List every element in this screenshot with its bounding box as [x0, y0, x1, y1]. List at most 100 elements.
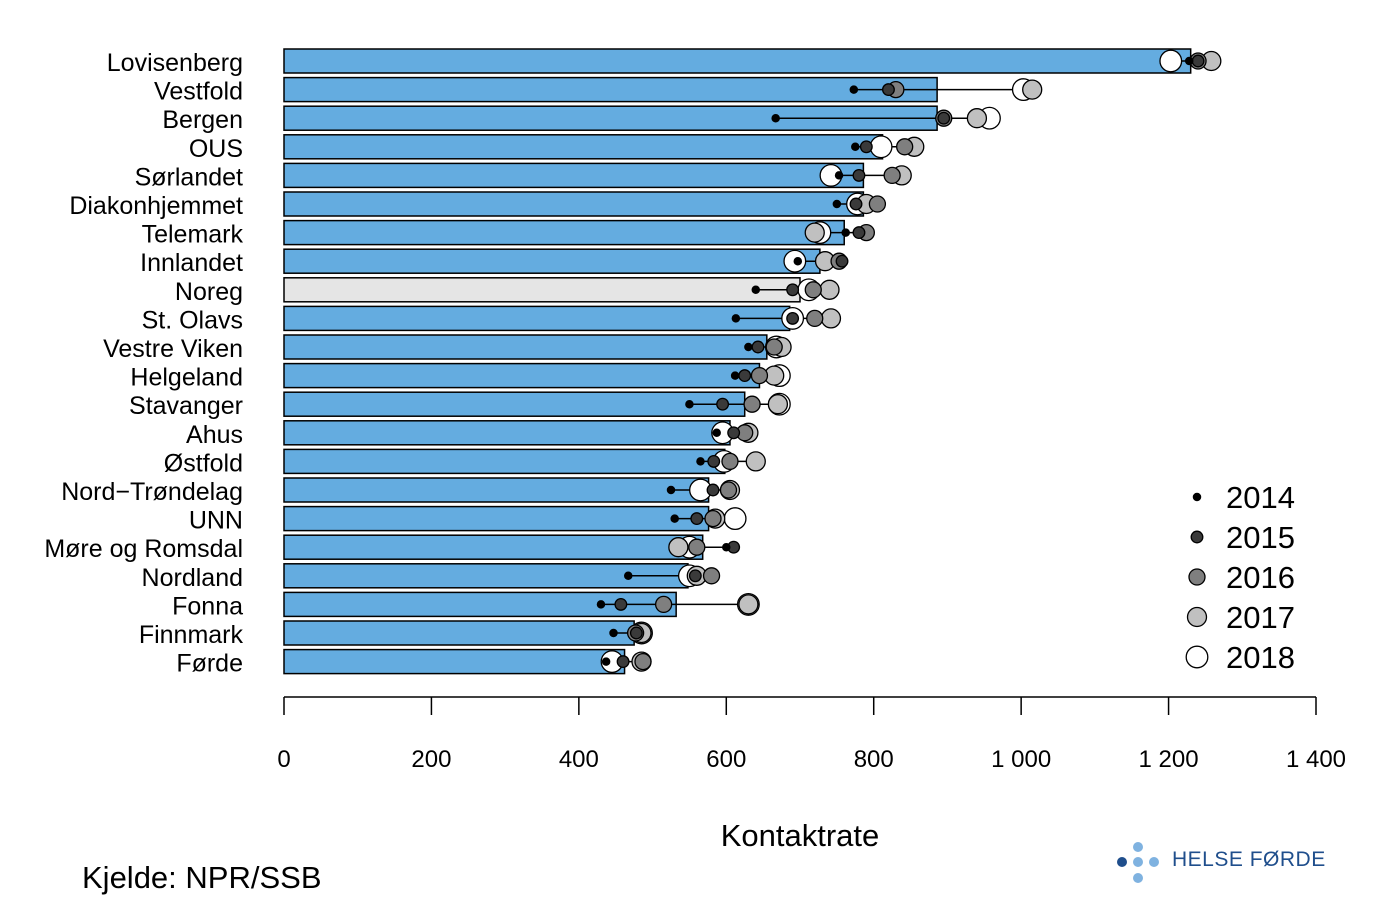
bar-ous [283, 134, 884, 160]
point-stavanger-2015 [716, 397, 730, 411]
legend: 2014 2015 2016 2017 2018 [1185, 480, 1295, 675]
point-vestfold-2015 [882, 83, 895, 97]
category-label: Innlandet [140, 249, 243, 277]
category-label: St. Olavs [142, 306, 243, 334]
bar-helgeland [283, 362, 761, 389]
point-sørlandet-2015 [852, 168, 866, 182]
bar-noreg [283, 277, 801, 303]
point-st-olavs-2016 [806, 309, 824, 328]
point-stavanger-2016 [743, 395, 761, 413]
point-diakonhjemmet-2014 [832, 199, 842, 209]
category-label: Diakonhjemmet [69, 192, 243, 220]
point-ous-2016 [896, 138, 914, 156]
point-ous-2018 [869, 135, 893, 159]
point-diakonhjemmet-2015 [849, 197, 863, 211]
point-bergen-2015 [937, 111, 951, 125]
point-bergen-2017 [966, 108, 988, 129]
category-label: Sørlandet [135, 163, 243, 191]
point-unn-2015 [690, 512, 704, 526]
point-nord-trøndelag-2016 [719, 481, 738, 499]
point-noreg-2015 [786, 283, 800, 297]
x-tick-label: 0 [277, 746, 290, 773]
category-label: Vestfold [154, 78, 243, 106]
category-labels: LovisenbergVestfoldBergenOUSSørlandetDia… [44, 49, 243, 678]
bar-finnmark [283, 620, 635, 646]
bar-stavanger [283, 391, 746, 417]
bar-telemark [283, 219, 845, 246]
point-fonna-2016 [654, 595, 673, 614]
point-østfold-2014 [696, 457, 705, 466]
bar-innlandet [283, 248, 821, 274]
point-stavanger-2014 [685, 399, 694, 409]
year-points [596, 49, 1222, 674]
point-unn-2018 [723, 507, 747, 531]
bar-vestfold [283, 76, 938, 103]
point-førde-2016 [634, 652, 652, 671]
point-fonna-2014 [596, 600, 606, 609]
legend-marker-2015 [1190, 530, 1204, 544]
logo-text: HELSE FØRDE [1172, 848, 1326, 871]
bar-sørlandet [283, 162, 865, 189]
point-ahus-2015 [727, 426, 741, 440]
category-label: Ahus [186, 421, 243, 449]
point-møre-og-romsdal-2014 [722, 542, 731, 552]
bar-st-olavs [283, 305, 791, 332]
category-label: Telemark [142, 221, 244, 249]
category-label: Møre og Romsdal [44, 535, 243, 563]
point-vestre-viken-2014 [744, 342, 753, 352]
point-innlandet-2014 [793, 256, 803, 266]
point-lovisenberg-2018 [1159, 49, 1183, 73]
point-st-olavs-2015 [786, 311, 800, 325]
legend-marker-2016 [1188, 568, 1206, 586]
x-tick-label: 200 [411, 746, 451, 773]
bar-østfold [283, 448, 726, 475]
point-lovisenberg-2014 [1184, 56, 1194, 66]
point-nord-trøndelag-2014 [666, 485, 676, 495]
bar-diakonhjemmet [283, 191, 865, 217]
legend-label-2017: 2017 [1226, 600, 1295, 635]
point-st-olavs-2017 [820, 308, 842, 329]
point-diakonhjemmet-2016 [868, 195, 887, 213]
bar-ahus [283, 420, 731, 446]
point-innlandet-2015 [835, 254, 849, 268]
x-tick-label: 1 200 [1139, 746, 1199, 773]
point-sørlandet-2014 [834, 171, 844, 180]
point-helgeland-2016 [750, 366, 769, 385]
point-stavanger-2017 [767, 394, 789, 415]
point-fonna-2015 [614, 597, 628, 611]
x-axis: 0 200 400 600 800 1 000 1 200 1 400 [277, 696, 1346, 773]
bar-nord-trøndelag [283, 477, 710, 503]
point-ous-2014 [851, 142, 860, 152]
category-label: Nordland [142, 564, 243, 592]
point-nordland-2016 [702, 567, 721, 585]
x-tick-label: 1 000 [991, 746, 1051, 773]
point-helgeland-2014 [730, 371, 740, 380]
point-møre-og-romsdal-2016 [688, 538, 706, 556]
point-østfold-2015 [707, 454, 721, 468]
point-nord-trøndelag-2015 [706, 483, 720, 497]
point-noreg-2014 [751, 285, 761, 295]
point-lovisenberg-2015 [1191, 54, 1205, 68]
category-label: Vestre Viken [103, 335, 243, 363]
point-fonna-2017 [738, 594, 759, 615]
point-vestfold-2017 [1022, 79, 1043, 100]
legend-label-2016: 2016 [1226, 560, 1295, 595]
bars [283, 48, 1192, 675]
category-label: UNN [189, 507, 243, 535]
point-telemark-2017 [804, 222, 825, 243]
point-førde-2014 [601, 657, 611, 666]
legend-label-2014: 2014 [1226, 480, 1295, 515]
point-vestre-viken-2015 [751, 340, 765, 354]
category-label: Østfold [164, 449, 243, 477]
category-label: Finnmark [139, 621, 244, 649]
category-label: Lovisenberg [107, 49, 243, 77]
x-tick-label: 400 [559, 746, 599, 773]
point-noreg-2016 [804, 281, 822, 299]
point-førde-2015 [616, 655, 630, 669]
point-vestfold-2014 [849, 85, 859, 94]
point-nordland-2014 [623, 571, 633, 581]
x-tick-label: 800 [854, 746, 894, 773]
category-label: Førde [176, 650, 243, 678]
category-label: OUS [189, 135, 243, 163]
